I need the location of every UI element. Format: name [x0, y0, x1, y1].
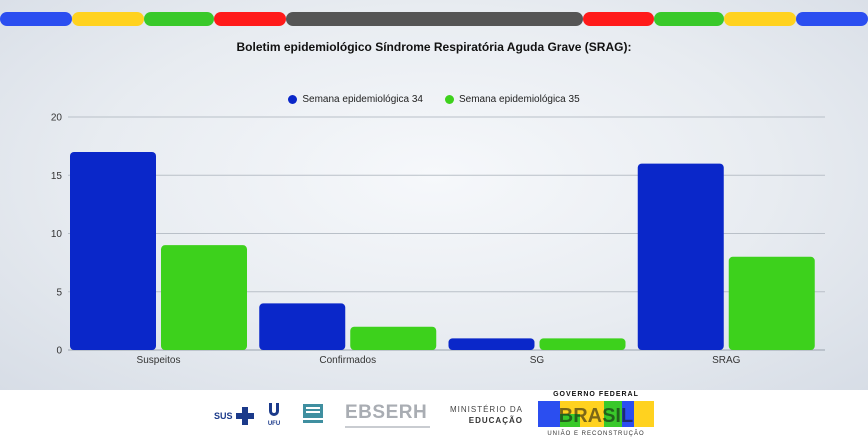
ufu-logo-text: UFU	[267, 421, 281, 427]
color-band-segment	[654, 12, 724, 26]
color-band-segment	[144, 12, 214, 26]
legend-swatch-week-34	[288, 95, 298, 104]
ufu-logo: UFU	[264, 402, 284, 427]
brasil-wordmark: BRASIL	[538, 401, 654, 427]
legend-label-week-34: Semana epidemiológica 34	[302, 94, 423, 105]
y-tick-label: 0	[56, 346, 62, 357]
ministerio-line-1: MINISTÉRIO DA	[449, 405, 523, 414]
hc-logo	[303, 404, 323, 431]
ebserh-logo-text: EBSERH	[345, 402, 428, 423]
governo-federal-logo: GOVERNO FEDERAL BRASIL UNIÃO E RECONSTRU…	[538, 390, 654, 437]
governo-federal-text: GOVERNO FEDERAL	[553, 391, 639, 398]
y-tick-label: 15	[51, 171, 63, 182]
color-band-segment	[724, 12, 796, 26]
y-tick-label: 20	[51, 113, 63, 124]
y-tick-label: 10	[51, 229, 63, 240]
ebserh-underline	[345, 426, 430, 428]
legend: Semana epidemiológica 34 Semana epidemio…	[0, 94, 868, 105]
footer-logos: SUS UFU EBSERH MINISTÉRIO DA EDUCAÇÃO GO…	[0, 390, 868, 443]
x-tick-label: SRAG	[712, 355, 741, 366]
color-band-segment	[796, 12, 868, 26]
color-band	[0, 12, 868, 26]
color-band-segment	[583, 12, 654, 26]
chart-title: Boletim epidemiológico Síndrome Respirat…	[236, 40, 632, 54]
brasil-text: BRASIL	[559, 405, 633, 427]
color-band-segment	[286, 12, 583, 26]
sus-logo-text: SUS	[214, 411, 233, 421]
legend-item-week-35[interactable]: Semana epidemiológica 35	[445, 94, 580, 105]
ministerio-line-2: EDUCAÇÃO	[468, 416, 523, 425]
ebserh-logo: EBSERH	[345, 402, 430, 428]
bar-srag-week-34[interactable]	[637, 163, 724, 350]
bar-sg-week-34[interactable]	[448, 338, 535, 350]
chart-panel: Boletim epidemiológico Síndrome Respirat…	[0, 0, 868, 390]
x-tick-label: Confirmados	[319, 355, 376, 366]
ufu-emblem-icon	[269, 403, 279, 416]
bar-confirmados-week-35[interactable]	[350, 326, 437, 350]
slogan-text: UNIÃO E RECONSTRUÇÃO	[547, 431, 645, 437]
bar-srag-week-35[interactable]	[728, 256, 815, 350]
ministerio-educacao-logo: MINISTÉRIO DA EDUCAÇÃO	[447, 405, 523, 425]
color-band-segment	[214, 12, 286, 26]
x-tick-label: SG	[530, 355, 545, 366]
color-band-segment	[0, 12, 72, 26]
sus-logo: SUS	[214, 406, 255, 426]
x-tick-label: Suspeitos	[137, 355, 181, 366]
bar-suspeitos-week-34[interactable]	[70, 151, 156, 350]
hospital-emblem-icon	[303, 404, 323, 423]
legend-item-week-34[interactable]: Semana epidemiológica 34	[288, 94, 423, 105]
sus-cross-icon	[235, 407, 254, 425]
bar-chart: 0 5 10 15 20 Suspeitos Confirmados SG SRAG	[51, 113, 825, 366]
bar-sg-week-35[interactable]	[539, 338, 626, 350]
y-tick-label: 5	[56, 287, 62, 298]
legend-swatch-week-35	[445, 95, 454, 104]
bar-confirmados-week-34[interactable]	[259, 303, 346, 350]
bar-suspeitos-week-35[interactable]	[161, 245, 247, 350]
legend-label-week-35: Semana epidemiológica 35	[459, 94, 580, 105]
color-band-segment	[72, 12, 144, 26]
